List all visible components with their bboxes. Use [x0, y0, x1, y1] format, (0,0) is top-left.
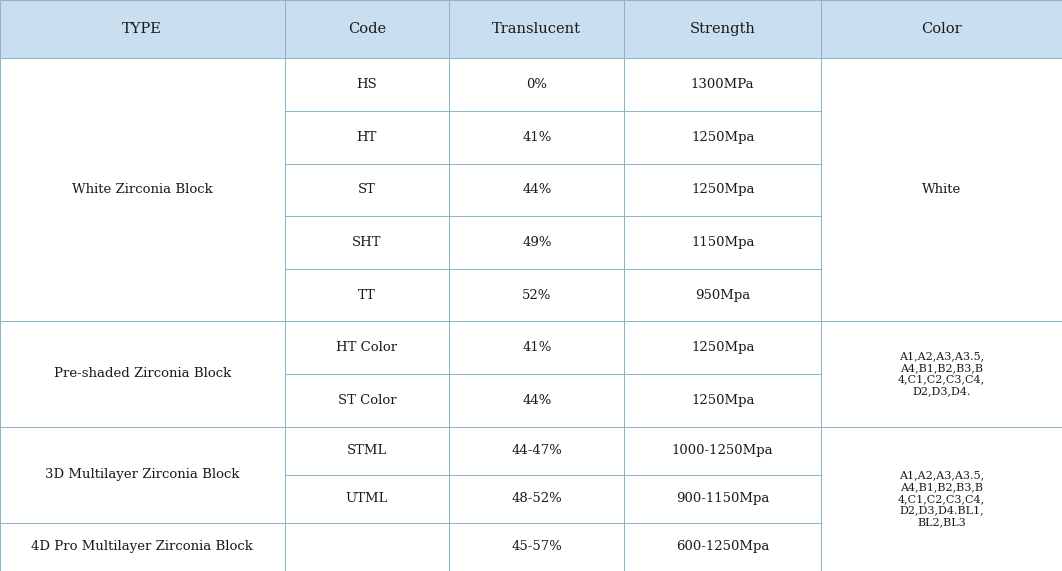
Bar: [624, 216, 821, 269]
Text: SHT: SHT: [353, 236, 381, 249]
Text: White: White: [922, 183, 961, 196]
Text: TYPE: TYPE: [122, 22, 162, 36]
Text: 1250Mpa: 1250Mpa: [691, 394, 754, 407]
Text: 49%: 49%: [523, 236, 551, 249]
Text: 48-52%: 48-52%: [512, 492, 562, 505]
Bar: [449, 58, 624, 111]
Bar: [285, 523, 449, 571]
Bar: [624, 427, 821, 475]
Text: Pre-shaded Zirconia Block: Pre-shaded Zirconia Block: [54, 367, 230, 380]
Bar: [0, 321, 285, 427]
Bar: [285, 427, 449, 475]
Bar: [285, 475, 449, 523]
Bar: [449, 321, 624, 374]
Text: HT Color: HT Color: [337, 341, 397, 354]
Text: STML: STML: [346, 444, 388, 457]
Text: 4D Pro Multilayer Zirconia Block: 4D Pro Multilayer Zirconia Block: [32, 540, 253, 553]
Text: 0%: 0%: [527, 78, 547, 91]
Text: 44%: 44%: [523, 183, 551, 196]
Bar: [624, 163, 821, 216]
Bar: [285, 0, 449, 58]
Bar: [449, 475, 624, 523]
Text: White Zirconia Block: White Zirconia Block: [72, 183, 212, 196]
Text: UTML: UTML: [345, 492, 389, 505]
Text: Translucent: Translucent: [493, 22, 581, 36]
Bar: [821, 0, 1062, 58]
Text: 1300MPa: 1300MPa: [691, 78, 754, 91]
Bar: [449, 111, 624, 163]
Text: 900-1150Mpa: 900-1150Mpa: [676, 492, 769, 505]
Bar: [285, 163, 449, 216]
Text: 1250Mpa: 1250Mpa: [691, 183, 754, 196]
Text: Code: Code: [348, 22, 386, 36]
Text: 1250Mpa: 1250Mpa: [691, 341, 754, 354]
Bar: [0, 0, 285, 58]
Bar: [821, 427, 1062, 571]
Bar: [449, 269, 624, 321]
Bar: [624, 475, 821, 523]
Bar: [624, 523, 821, 571]
Text: 44-47%: 44-47%: [512, 444, 562, 457]
Bar: [449, 374, 624, 427]
Text: 45-57%: 45-57%: [512, 540, 562, 553]
Bar: [0, 58, 285, 321]
Bar: [821, 58, 1062, 321]
Bar: [821, 321, 1062, 427]
Text: 950Mpa: 950Mpa: [695, 288, 751, 301]
Text: A1,A2,A3,A3.5,
A4,B1,B2,B3,B
4,C1,C2,C3,C4,
D2,D3,D4.: A1,A2,A3,A3.5, A4,B1,B2,B3,B 4,C1,C2,C3,…: [897, 352, 986, 396]
Bar: [285, 374, 449, 427]
Text: 1250Mpa: 1250Mpa: [691, 131, 754, 144]
Bar: [285, 216, 449, 269]
Bar: [624, 269, 821, 321]
Text: ST Color: ST Color: [338, 394, 396, 407]
Text: 1150Mpa: 1150Mpa: [691, 236, 754, 249]
Bar: [285, 269, 449, 321]
Text: ST: ST: [358, 183, 376, 196]
Bar: [624, 321, 821, 374]
Text: 600-1250Mpa: 600-1250Mpa: [676, 540, 769, 553]
Text: TT: TT: [358, 288, 376, 301]
Bar: [449, 163, 624, 216]
Text: Strength: Strength: [689, 22, 756, 36]
Text: 52%: 52%: [523, 288, 551, 301]
Bar: [449, 0, 624, 58]
Bar: [285, 321, 449, 374]
Text: Color: Color: [921, 22, 962, 36]
Bar: [624, 374, 821, 427]
Text: A1,A2,A3,A3.5,
A4,B1,B2,B3,B
4,C1,C2,C3,C4,
D2,D3,D4.BL1,
BL2,BL3: A1,A2,A3,A3.5, A4,B1,B2,B3,B 4,C1,C2,C3,…: [897, 471, 986, 527]
Text: 44%: 44%: [523, 394, 551, 407]
Bar: [285, 111, 449, 163]
Bar: [449, 523, 624, 571]
Bar: [285, 58, 449, 111]
Bar: [624, 0, 821, 58]
Text: 3D Multilayer Zirconia Block: 3D Multilayer Zirconia Block: [45, 468, 240, 481]
Bar: [0, 523, 285, 571]
Bar: [624, 58, 821, 111]
Bar: [0, 427, 285, 523]
Text: HS: HS: [357, 78, 377, 91]
Text: HT: HT: [357, 131, 377, 144]
Text: 1000-1250Mpa: 1000-1250Mpa: [672, 444, 773, 457]
Bar: [449, 427, 624, 475]
Text: 41%: 41%: [523, 131, 551, 144]
Text: 41%: 41%: [523, 341, 551, 354]
Bar: [449, 216, 624, 269]
Bar: [624, 111, 821, 163]
